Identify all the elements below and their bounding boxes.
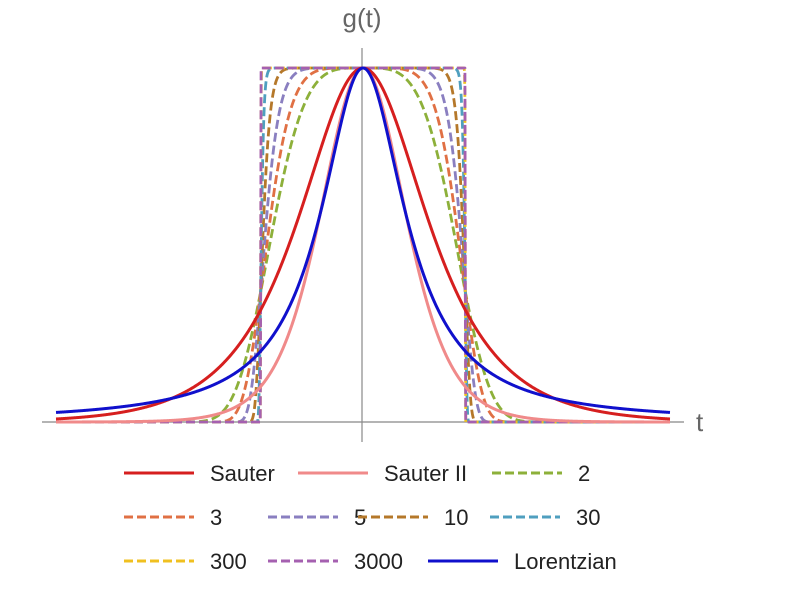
series-line-2 (55, 66, 671, 424)
series-line-10 (55, 66, 671, 424)
series-line-3000 (55, 66, 671, 424)
y-axis-label: g(t) (343, 3, 382, 33)
legend-label: 30 (576, 505, 600, 530)
curves (54, 66, 672, 424)
series-line-sauter (54, 66, 672, 421)
legend-label: 10 (444, 505, 468, 530)
x-axis-label: t (696, 407, 704, 437)
series-line-sauter-ii (54, 66, 672, 424)
series-line-lorentzian (54, 66, 672, 414)
series-line-300 (55, 66, 671, 424)
legend-label: Sauter II (384, 461, 467, 486)
legend-label: 2 (578, 461, 590, 486)
series-line-30 (55, 66, 671, 424)
legend-label: 300 (210, 549, 247, 574)
legend-label: Sauter (210, 461, 275, 486)
series-line-3 (55, 66, 671, 424)
legend-label: 3 (210, 505, 222, 530)
legend-label: 3000 (354, 549, 403, 574)
legend-label: Lorentzian (514, 549, 617, 574)
series-line-5 (55, 66, 671, 424)
